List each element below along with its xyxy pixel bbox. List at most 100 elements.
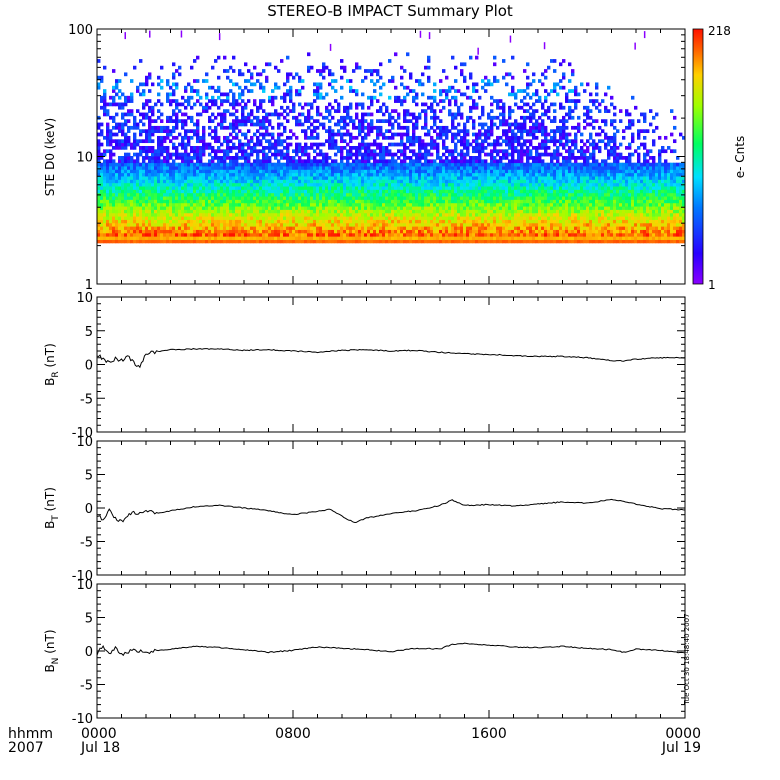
spectrogram-cell (139, 239, 143, 244)
spectrogram-cell (193, 219, 197, 224)
spectrogram-cell (163, 212, 167, 217)
spectrogram-cell (109, 219, 113, 224)
spectrogram-cell (409, 196, 413, 200)
spectrogram-cell (145, 219, 149, 224)
spectrogram-cell (103, 196, 107, 200)
spectrogram-cell (124, 196, 128, 200)
spectrogram-cell (169, 152, 173, 157)
spectrogram-cell (502, 189, 506, 194)
spectrogram-cell (502, 192, 506, 197)
spectrogram-cell (187, 222, 191, 227)
spectrogram-cell (379, 172, 383, 177)
spectrogram-cell (289, 156, 293, 160)
spectrogram-cell (202, 206, 206, 210)
spectrogram-cell (349, 145, 353, 150)
spectrogram-cell (412, 139, 416, 144)
spectrogram-cell (100, 219, 104, 224)
spectrogram-cell (475, 82, 479, 87)
spectrogram-cell (109, 129, 113, 134)
spectrogram-cell (175, 99, 179, 103)
spectrogram-cell (292, 209, 296, 214)
spectrogram-cell (166, 129, 170, 134)
spectrogram-cell (169, 206, 173, 210)
spectrogram-cell (460, 212, 464, 217)
spectrogram-cell (379, 199, 383, 204)
spectrogram-cell (154, 179, 158, 184)
spectrogram-cell (427, 75, 431, 80)
spectrogram-cell (136, 232, 140, 237)
spectrogram-cell (358, 142, 362, 147)
spectrogram-cell (379, 186, 383, 190)
spectrogram-cell (427, 229, 431, 234)
spectrogram-cell (475, 236, 479, 240)
spectrogram-cell (157, 169, 161, 174)
spectrogram-cell (238, 236, 242, 240)
spectrogram-cell (244, 159, 248, 164)
spectrogram-cell (481, 232, 485, 237)
spectrogram-cell (493, 202, 497, 207)
spectrogram-cell (343, 125, 347, 130)
spectrogram-cell (502, 222, 506, 227)
spectrogram-cell (379, 229, 383, 234)
spectrogram-cell (121, 236, 125, 240)
spectrogram-cell (469, 55, 473, 60)
spectrogram-cell (484, 216, 488, 220)
spectrogram-cell (133, 119, 137, 123)
spectrogram-cell (328, 109, 332, 113)
spectrogram-cell (241, 189, 245, 194)
spectrogram-cell (274, 179, 278, 184)
spectrogram-cell (100, 95, 104, 100)
spectrogram-cell (331, 166, 335, 170)
spectrogram-cell (367, 166, 371, 170)
spectrogram-cell (445, 206, 449, 210)
spectrogram-cell (304, 135, 308, 140)
spectrogram-cell (133, 209, 137, 214)
spectrogram-cell (169, 209, 173, 214)
spectrogram-cell (202, 162, 206, 167)
spectrogram-cell (373, 172, 377, 177)
spectrogram-cell (502, 216, 506, 220)
spectrogram-cell (193, 229, 197, 234)
spectrogram-cell (490, 149, 494, 154)
spectrogram-cell (208, 105, 212, 110)
spectrogram-cell (448, 99, 452, 103)
spectrogram-cell (97, 169, 101, 174)
spectrogram-cell (382, 192, 386, 197)
spectrogram-cell (322, 179, 326, 184)
spectrogram-cell (124, 112, 128, 117)
spectrogram-cell (139, 152, 143, 157)
spectrogram-cell (445, 232, 449, 237)
spectrogram-cell (244, 166, 248, 170)
spectrogram-cell (478, 229, 482, 234)
spectrogram-cell (451, 196, 455, 200)
spectrogram-cell (154, 199, 158, 204)
spectrogram-cell (364, 169, 368, 174)
spectrogram-cell (469, 159, 473, 164)
spectrogram-cell (109, 172, 113, 177)
spectrogram-cell (124, 156, 128, 160)
spectrogram-cell (121, 212, 125, 217)
spectrogram-cell (115, 112, 119, 117)
spectrogram-cell (274, 156, 278, 160)
spectrogram-cell (166, 156, 170, 160)
spectrogram-cell (298, 166, 302, 170)
spectrogram-cell (310, 105, 314, 110)
spectrogram-cell (187, 176, 191, 180)
spectrogram-cell (175, 172, 179, 177)
spectrogram-cell (451, 112, 455, 117)
spectrogram-cell (397, 232, 401, 237)
spectrogram-cell (355, 159, 359, 164)
spectrogram-cell (478, 236, 482, 240)
spectrogram-cell (352, 182, 356, 187)
spectrogram-cell (475, 189, 479, 194)
spectrogram-cell (469, 169, 473, 174)
spectrogram-cell (415, 232, 419, 237)
spectrogram-cell (346, 179, 350, 184)
spectrogram-cell (463, 62, 467, 67)
spectrogram-cell (433, 216, 437, 220)
spectrogram-cell (487, 79, 491, 83)
spectrogram-cell (397, 182, 401, 187)
spectrogram-cell (346, 162, 350, 167)
spectrogram-cell (124, 72, 128, 77)
spectrogram-cell (262, 206, 266, 210)
